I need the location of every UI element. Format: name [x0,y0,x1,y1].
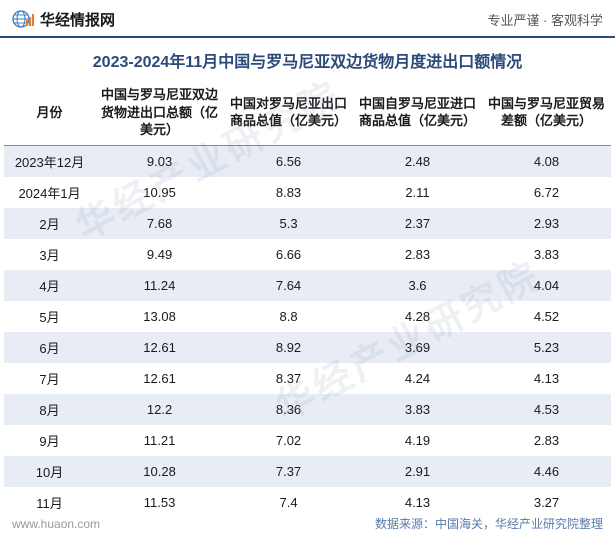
cell-value: 7.68 [95,208,224,239]
page-title: 2023-2024年11月中国与罗马尼亚双边货物月度进出口额情况 [0,38,615,80]
cell-value: 9.49 [95,239,224,270]
cell-month: 3月 [4,239,95,270]
table-row: 10月10.287.372.914.46 [4,456,611,487]
cell-value: 2.48 [353,145,482,177]
cell-value: 4.13 [482,363,611,394]
cell-month: 4月 [4,270,95,301]
cell-month: 8月 [4,394,95,425]
cell-value: 3.6 [353,270,482,301]
cell-value: 7.64 [224,270,353,301]
col-header-export: 中国对罗马尼亚出口商品总值（亿美元） [224,80,353,145]
logo-icon [12,8,34,30]
header-bar: 华经情报网 专业严谨 · 客观科学 [0,0,615,38]
cell-month: 2023年12月 [4,145,95,177]
brand-name: 华经情报网 [40,9,115,30]
cell-value: 4.52 [482,301,611,332]
cell-value: 4.08 [482,145,611,177]
cell-value: 9.03 [95,145,224,177]
cell-value: 10.28 [95,456,224,487]
cell-value: 8.8 [224,301,353,332]
col-header-balance: 中国与罗马尼亚贸易差额（亿美元） [482,80,611,145]
col-header-month: 月份 [4,80,95,145]
cell-value: 6.66 [224,239,353,270]
table-row: 4月11.247.643.64.04 [4,270,611,301]
cell-month: 10月 [4,456,95,487]
cell-value: 4.53 [482,394,611,425]
cell-value: 5.23 [482,332,611,363]
table-row: 7月12.618.374.244.13 [4,363,611,394]
header-tagline: 专业严谨 · 客观科学 [487,10,603,29]
cell-value: 3.69 [353,332,482,363]
cell-value: 2.83 [353,239,482,270]
cell-month: 7月 [4,363,95,394]
table-row: 2月7.685.32.372.93 [4,208,611,239]
cell-month: 5月 [4,301,95,332]
header-left: 华经情报网 [12,8,115,30]
cell-value: 7.02 [224,425,353,456]
cell-value: 8.37 [224,363,353,394]
cell-value: 12.2 [95,394,224,425]
table-container: 月份 中国与罗马尼亚双边货物进出口总额（亿美元） 中国对罗马尼亚出口商品总值（亿… [0,80,615,518]
table-row: 9月11.217.024.192.83 [4,425,611,456]
cell-month: 9月 [4,425,95,456]
cell-month: 2月 [4,208,95,239]
cell-value: 13.08 [95,301,224,332]
table-row: 2023年12月9.036.562.484.08 [4,145,611,177]
cell-month: 2024年1月 [4,177,95,208]
cell-value: 11.21 [95,425,224,456]
cell-value: 6.56 [224,145,353,177]
cell-value: 4.04 [482,270,611,301]
cell-value: 3.83 [353,394,482,425]
cell-value: 4.19 [353,425,482,456]
cell-value: 2.93 [482,208,611,239]
table-row: 3月9.496.662.833.83 [4,239,611,270]
data-table: 月份 中国与罗马尼亚双边货物进出口总额（亿美元） 中国对罗马尼亚出口商品总值（亿… [4,80,611,518]
cell-value: 2.91 [353,456,482,487]
cell-value: 2.11 [353,177,482,208]
table-row: 5月13.088.84.284.52 [4,301,611,332]
cell-value: 2.83 [482,425,611,456]
cell-value: 8.36 [224,394,353,425]
footer-url: www.huaon.com [12,517,100,531]
col-header-import: 中国自罗马尼亚进口商品总值（亿美元） [353,80,482,145]
cell-value: 11.24 [95,270,224,301]
cell-value: 5.3 [224,208,353,239]
cell-value: 7.37 [224,456,353,487]
cell-value: 12.61 [95,332,224,363]
cell-value: 12.61 [95,363,224,394]
cell-value: 6.72 [482,177,611,208]
table-row: 2024年1月10.958.832.116.72 [4,177,611,208]
cell-month: 6月 [4,332,95,363]
table-row: 8月12.28.363.834.53 [4,394,611,425]
table-header-row: 月份 中国与罗马尼亚双边货物进出口总额（亿美元） 中国对罗马尼亚出口商品总值（亿… [4,80,611,145]
cell-value: 3.83 [482,239,611,270]
table-row: 6月12.618.923.695.23 [4,332,611,363]
cell-value: 2.37 [353,208,482,239]
cell-value: 4.46 [482,456,611,487]
cell-value: 10.95 [95,177,224,208]
cell-value: 8.83 [224,177,353,208]
footer-source: 数据来源：中国海关，华经产业研究院整理 [375,515,603,532]
table-body: 2023年12月9.036.562.484.082024年1月10.958.83… [4,145,611,518]
cell-value: 4.24 [353,363,482,394]
col-header-total: 中国与罗马尼亚双边货物进出口总额（亿美元） [95,80,224,145]
footer-bar: www.huaon.com 数据来源：中国海关，华经产业研究院整理 [0,509,615,536]
cell-value: 4.28 [353,301,482,332]
cell-value: 8.92 [224,332,353,363]
